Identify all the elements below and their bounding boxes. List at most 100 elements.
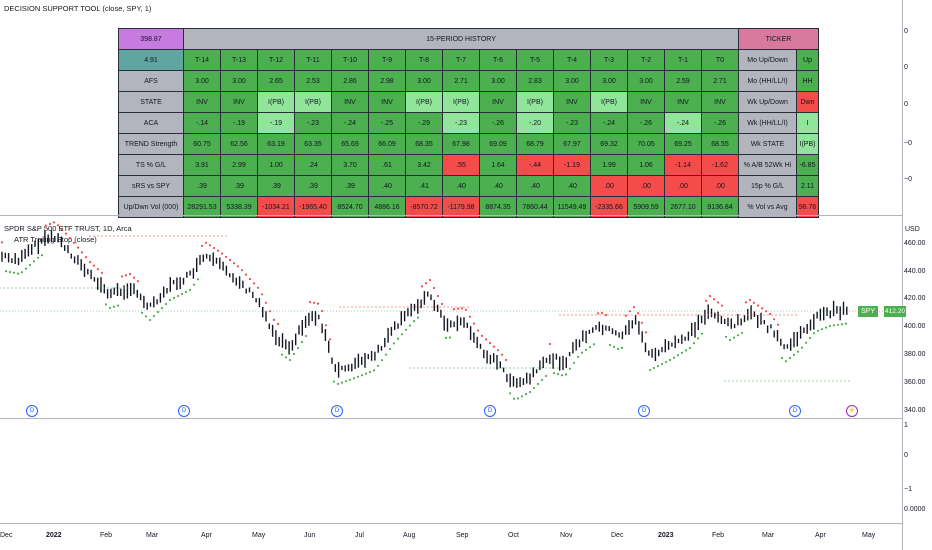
atr-long-dot: [375, 306, 377, 308]
period-header: T0: [701, 49, 739, 71]
atr-long-dot: [343, 306, 345, 308]
table-cell: .24: [294, 154, 332, 176]
table-cell: 3.00: [590, 70, 628, 92]
table-cell: 1.00: [257, 154, 295, 176]
atr-stop-dot: [560, 374, 564, 377]
price-axis-tick: 420.00: [904, 295, 926, 302]
atr-long-dot: [767, 314, 769, 316]
atr-stop-dot: [328, 338, 332, 341]
period-header: T-12: [257, 49, 295, 71]
table-cell: 60.75: [183, 133, 221, 155]
x-axis-tick: Feb: [100, 532, 113, 539]
table-cell: INV: [664, 91, 702, 113]
atr-long-dot: [55, 287, 57, 289]
atr-long-dot: [429, 367, 431, 369]
atr-long-dot: [675, 314, 677, 316]
atr-long-dot: [339, 306, 341, 308]
atr-stop-dot: [716, 301, 720, 304]
table-cell: 1.99: [590, 154, 628, 176]
atr-stop-dot: [472, 322, 476, 325]
currency-label: USD: [905, 226, 920, 233]
atr-long-dot: [824, 380, 826, 382]
pane-divider[interactable]: [0, 215, 902, 216]
table-cell: 69.25: [664, 133, 702, 155]
dividend-marker[interactable]: D: [331, 405, 343, 417]
dividend-marker[interactable]: D: [789, 405, 801, 417]
atr-long-dot: [549, 367, 551, 369]
atr-stop-dot: [532, 386, 536, 390]
table-cell: INV: [479, 91, 517, 113]
atr-long-dot: [387, 306, 389, 308]
atr-long-dot: [137, 235, 139, 237]
period-header: T-7: [442, 49, 480, 71]
atr-stop-dot: [752, 301, 756, 304]
symbol-title[interactable]: SPDR S&P 500 ETF TRUST, 1D, Arca: [4, 224, 132, 233]
indicator-title[interactable]: DECISION SUPPORT TOOL (close, SPY, 1): [4, 4, 152, 13]
atr-long-dot: [759, 314, 761, 316]
atr-long-dot: [461, 367, 463, 369]
atr-long-dot: [459, 306, 461, 308]
atr-long-dot: [403, 306, 405, 308]
atr-stop-dot: [276, 322, 280, 326]
atr-stop-dot: [688, 346, 692, 350]
table-cell: 66.09: [368, 133, 406, 155]
ticker-metric-value: 2.11: [796, 175, 819, 197]
atr-stop-dot: [508, 392, 512, 395]
atr-long-dot: [683, 314, 685, 316]
dividend-marker[interactable]: D: [638, 405, 650, 417]
atr-stop-dot: [824, 326, 828, 329]
atr-long-dot: [647, 314, 649, 316]
atr-long-dot: [707, 314, 709, 316]
period-header: T-4: [553, 49, 591, 71]
atr-stop-dot: [488, 341, 492, 345]
atr-long-dot: [379, 306, 381, 308]
dividend-marker[interactable]: D: [178, 405, 190, 417]
atr-long-dot: [467, 306, 469, 308]
price-chart[interactable]: [0, 216, 902, 418]
dividend-marker[interactable]: D: [26, 405, 38, 417]
atr-long-dot: [611, 314, 613, 316]
atr-long-dot: [731, 314, 733, 316]
atr-stop-dot: [152, 314, 156, 318]
atr-stop-dot: [476, 329, 480, 332]
atr-stop-dot: [608, 343, 612, 347]
atr-stop-dot: [344, 380, 348, 383]
price-axis-tick: 340.00: [904, 407, 926, 414]
dividend-marker[interactable]: D: [484, 405, 496, 417]
atr-stop-dot: [672, 356, 676, 359]
x-axis-tick: Mar: [146, 532, 159, 539]
atr-long-dot: [756, 380, 758, 382]
atr-long-dot: [213, 235, 215, 237]
atr-long-dot: [740, 380, 742, 382]
atr-stop-dot: [172, 296, 176, 300]
atr-long-dot: [744, 380, 746, 382]
atr-stop-dot: [36, 256, 40, 259]
atr-stop-dot: [364, 372, 368, 375]
atr-long-dot: [780, 380, 782, 382]
table-cell: .39: [331, 175, 369, 197]
atr-long-dot: [783, 314, 785, 316]
atr-long-dot: [760, 380, 762, 382]
atr-long-dot: [687, 314, 689, 316]
atr-stop-dot: [40, 254, 44, 257]
atr-long-dot: [775, 314, 777, 316]
price-axis-border: [902, 0, 903, 550]
table-cell: I(PB): [257, 91, 295, 113]
atr-stop-dot: [260, 293, 264, 296]
table-cell: -.24: [331, 112, 369, 134]
atr-long-dot: [71, 287, 73, 289]
atr-stop-dot: [236, 265, 240, 268]
pane-divider[interactable]: [0, 418, 902, 419]
atr-long-dot: [209, 235, 211, 237]
table-cell: .40: [479, 175, 517, 197]
atr-stop-dot: [736, 334, 740, 337]
atr-long-dot: [545, 367, 547, 369]
earnings-event-icon[interactable]: ⚡: [846, 405, 858, 417]
atr-stop-dot: [460, 307, 464, 310]
atr-stop-dot: [140, 311, 144, 314]
atr-stop-dot: [120, 275, 124, 278]
atr-long-dot: [820, 380, 822, 382]
atr-stop-dot: [820, 328, 824, 331]
ticker-metric-label: Wk Up/Down: [738, 91, 797, 113]
atr-stop-dot: [240, 269, 244, 272]
